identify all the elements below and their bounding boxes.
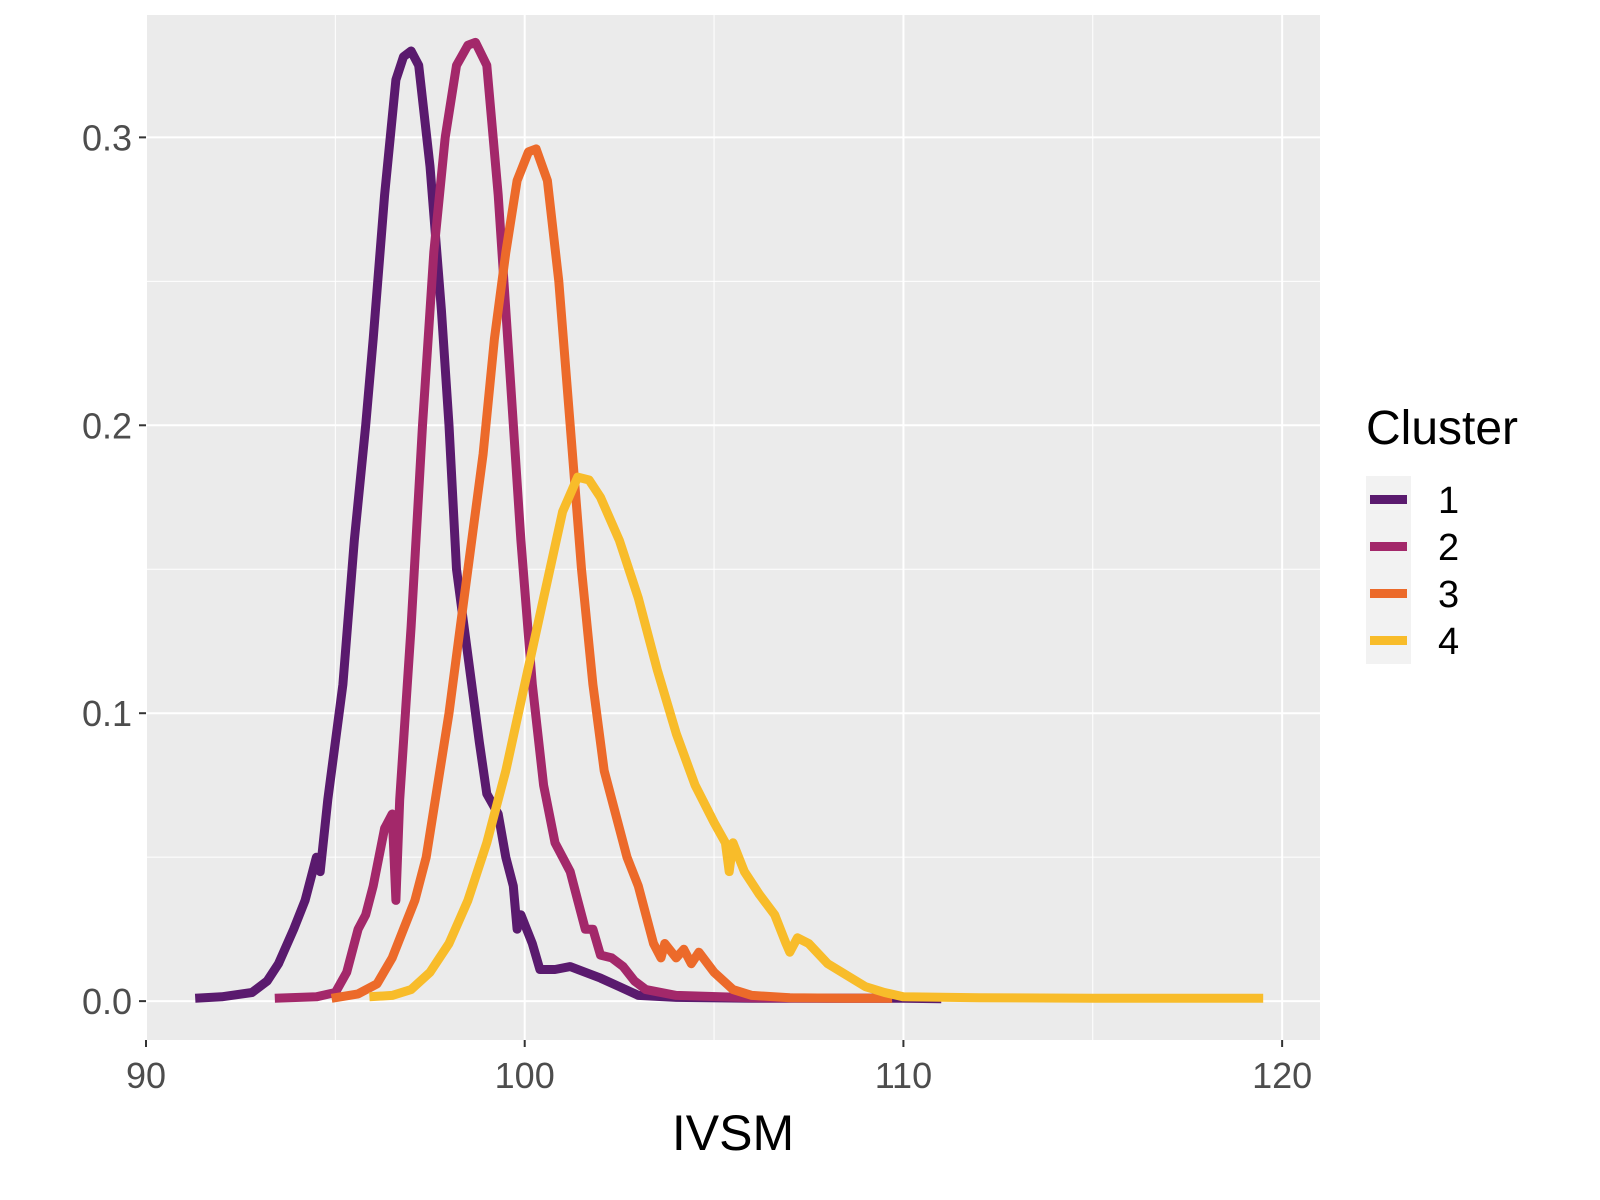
minor-gridlines	[146, 15, 1320, 1040]
series-line-cluster-3	[330, 144, 893, 1003]
y-tick-label: 0.3	[82, 117, 132, 158]
x-tick-label: 90	[126, 1055, 166, 1096]
x-axis-title: IVSM	[672, 1105, 794, 1161]
legend-label-cluster-1: 1	[1438, 480, 1459, 522]
x-tick-label: 120	[1252, 1055, 1312, 1096]
density-lines	[194, 37, 1264, 1004]
y-axis: 0.0 0.1 0.2 0.3	[82, 117, 146, 1022]
x-tick-label: 110	[875, 1055, 932, 1096]
y-tick-label: 0.2	[82, 405, 132, 446]
x-axis: 90 100 110 120	[126, 1040, 1312, 1096]
legend-label-cluster-3: 3	[1438, 574, 1459, 616]
legend: Cluster 1 2 3 4	[1366, 402, 1518, 664]
legend-title: Cluster	[1366, 402, 1518, 455]
x-tick-label: 100	[495, 1055, 555, 1096]
legend-label-cluster-4: 4	[1438, 621, 1459, 663]
series-line-cluster-4	[369, 472, 1264, 1003]
series-line-cluster-1	[194, 46, 942, 1004]
series-line-cluster-2	[274, 37, 893, 1003]
y-tick-label: 0.0	[82, 981, 132, 1022]
plot-panel	[146, 15, 1320, 1040]
legend-label-cluster-2: 2	[1438, 527, 1459, 569]
y-tick-label: 0.1	[82, 693, 132, 734]
